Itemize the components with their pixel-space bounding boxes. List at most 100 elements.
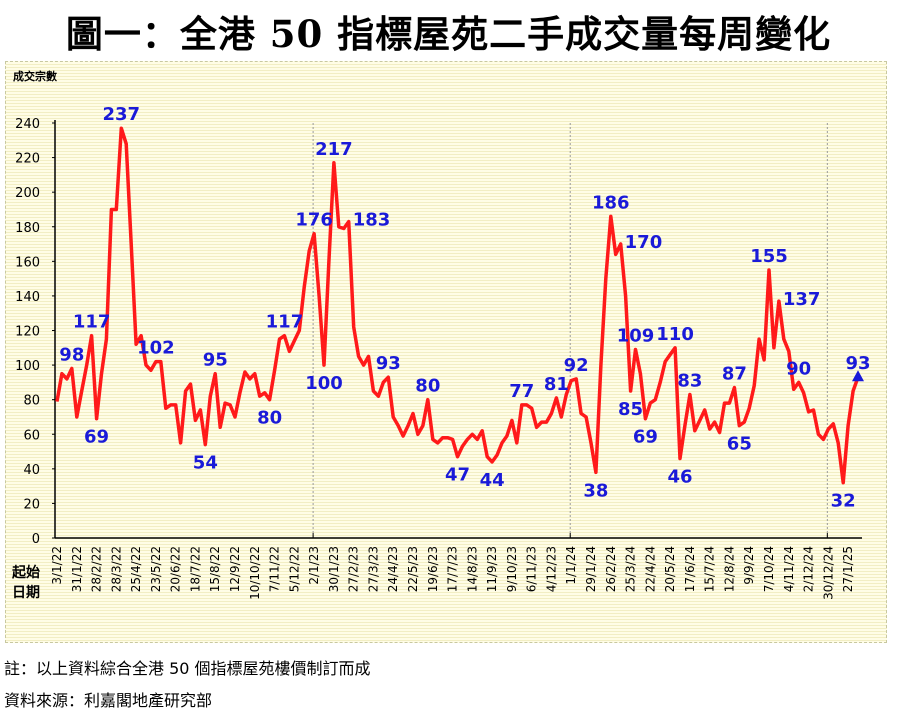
data-point <box>822 438 824 440</box>
data-point <box>709 428 711 430</box>
x-tick-label: 20/5/24 <box>663 546 677 592</box>
data-point <box>684 425 686 427</box>
x-tick-label: 20/6/22 <box>169 546 183 592</box>
x-tick-label: 27/3/23 <box>366 546 380 592</box>
data-point <box>733 387 735 389</box>
data-point <box>283 335 285 337</box>
data-label: 109 <box>617 326 655 347</box>
data-point <box>526 404 528 406</box>
data-point <box>308 250 310 252</box>
data-point <box>491 461 493 463</box>
x-tick-label: 3/1/22 <box>50 546 64 585</box>
data-point <box>422 425 424 427</box>
x-tick-label: 30/1/23 <box>327 546 341 592</box>
y-tick-label: 40 <box>23 463 40 478</box>
data-point <box>313 233 315 235</box>
data-point <box>135 343 137 345</box>
data-point <box>209 395 211 397</box>
y-tick-label: 140 <box>15 290 40 305</box>
data-label: 38 <box>583 480 608 501</box>
data-point <box>481 430 483 432</box>
data-label: 93 <box>845 353 870 374</box>
data-point <box>110 208 112 210</box>
data-point <box>738 425 740 427</box>
data-point <box>689 393 691 395</box>
data-point <box>56 400 58 402</box>
data-point <box>244 371 246 373</box>
data-point <box>575 378 577 380</box>
data-point <box>724 402 725 404</box>
data-point <box>71 368 73 370</box>
data-point <box>555 397 557 399</box>
data-label: 54 <box>193 453 218 474</box>
data-point <box>274 369 276 371</box>
x-tick-label: 12/8/24 <box>722 546 736 592</box>
data-point <box>531 407 533 409</box>
footnote: 註：以上資料綜合全港 50 個指標屋苑樓價制訂而成 <box>4 659 371 678</box>
data-point <box>145 364 147 366</box>
data-point <box>521 404 523 406</box>
y-tick-label: 200 <box>15 186 40 201</box>
data-point <box>190 383 191 385</box>
data-point <box>635 349 636 351</box>
x-tick-label: 19/6/23 <box>426 546 440 592</box>
data-point <box>793 388 795 390</box>
data-point <box>694 430 696 432</box>
data-point <box>615 253 617 255</box>
data-point <box>560 416 562 418</box>
data-point <box>600 364 602 366</box>
data-label: 80 <box>257 408 282 429</box>
data-label: 81 <box>544 374 569 395</box>
data-point <box>837 442 839 444</box>
y-tick-label: 60 <box>23 428 40 443</box>
data-point <box>639 373 641 375</box>
data-label: 217 <box>315 139 353 160</box>
data-point <box>372 390 374 392</box>
data-point <box>817 433 819 435</box>
data-point <box>293 340 295 342</box>
data-label: 176 <box>295 210 333 231</box>
data-label: 44 <box>480 470 505 491</box>
data-point <box>412 413 414 414</box>
data-label: 98 <box>59 345 84 366</box>
data-point <box>565 393 567 395</box>
data-label: 69 <box>84 427 109 448</box>
data-label: 90 <box>786 358 811 379</box>
data-point <box>659 381 661 383</box>
data-point <box>704 409 706 411</box>
data-label: 85 <box>618 399 643 420</box>
x-tick-label: 25/3/24 <box>624 546 638 592</box>
data-label: 100 <box>305 373 343 394</box>
data-point <box>758 338 760 340</box>
x-tick-label: 22/4/24 <box>643 546 657 592</box>
data-label: 110 <box>656 324 694 345</box>
data-point <box>264 392 266 394</box>
data-point <box>219 426 221 428</box>
data-label: 93 <box>376 353 401 374</box>
y-tick-label: 20 <box>23 497 40 512</box>
x-tick-label: 30/12/24 <box>821 546 835 600</box>
x-tick-label: 6/11/23 <box>525 546 539 592</box>
x-tick-label: 22/5/23 <box>406 546 420 592</box>
data-point <box>353 326 355 328</box>
data-point <box>461 445 463 447</box>
data-point <box>783 338 785 340</box>
data-label: 117 <box>73 312 111 333</box>
data-point <box>185 390 187 392</box>
data-point <box>664 361 666 363</box>
data-point <box>679 457 681 459</box>
data-point <box>585 416 587 418</box>
data-point <box>649 402 651 404</box>
data-point <box>654 399 656 401</box>
data-point <box>130 243 132 245</box>
data-point <box>427 399 429 401</box>
data-point <box>76 416 78 418</box>
data-label: 69 <box>633 427 658 448</box>
data-point <box>644 418 646 420</box>
data-point <box>199 409 201 411</box>
y-tick-label: 180 <box>15 221 40 236</box>
x-tick-label: 28/3/22 <box>109 546 123 592</box>
data-point <box>343 227 345 229</box>
data-point <box>392 416 394 418</box>
